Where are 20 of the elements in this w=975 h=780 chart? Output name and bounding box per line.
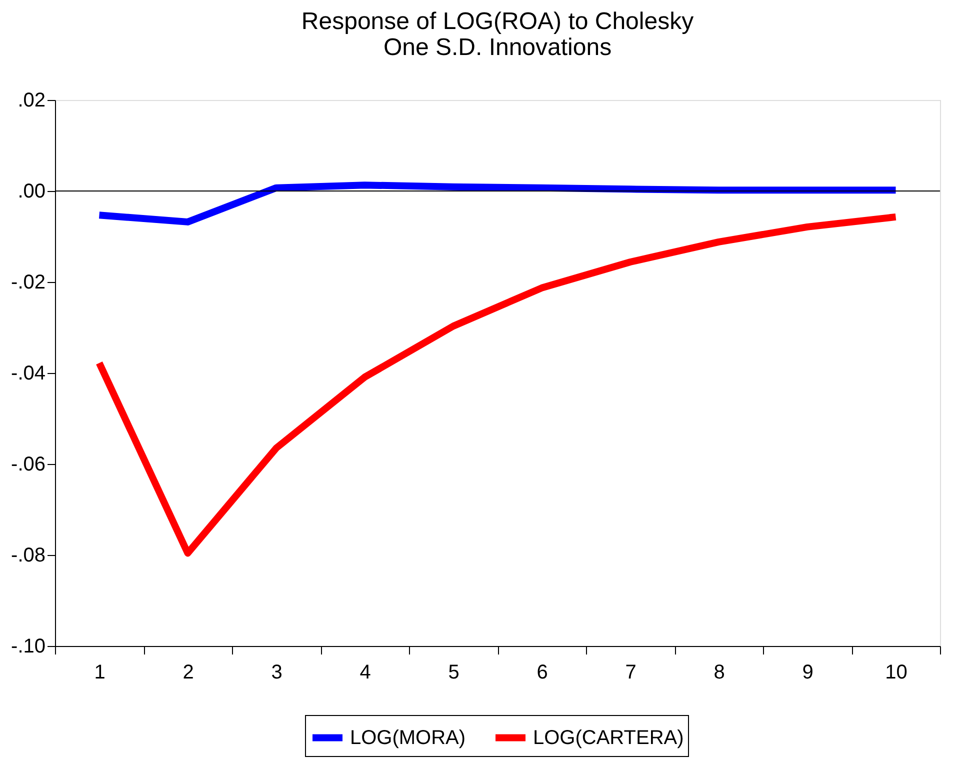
y-tick-label: -.04 xyxy=(11,362,46,384)
x-tick-label: 6 xyxy=(536,662,548,684)
legend-label: LOG(MORA) xyxy=(350,726,466,749)
x-tick-label: 8 xyxy=(714,662,725,684)
x-tick-label: 3 xyxy=(271,662,282,684)
x-tick-label: 1 xyxy=(94,662,106,684)
y-tick-label: -.10 xyxy=(11,636,46,658)
y-tick-label: -.06 xyxy=(11,454,46,476)
x-tick-label: 2 xyxy=(182,662,194,684)
chart-title: Response of LOG(ROA) to Cholesky One S.D. Innovations xyxy=(301,8,694,61)
y-tick-label: .02 xyxy=(18,90,46,112)
x-tick-label: 10 xyxy=(885,662,908,684)
x-tick-label: 7 xyxy=(625,662,636,684)
x-tick-label: 9 xyxy=(802,662,814,684)
y-tick-label: -.08 xyxy=(11,544,46,566)
y-tick-label: -.02 xyxy=(11,272,46,294)
y-tick-label: .00 xyxy=(18,180,46,202)
x-tick-label: 5 xyxy=(448,662,460,684)
x-tick-label: 4 xyxy=(360,662,371,684)
legend-label: LOG(CARTERA) xyxy=(533,726,684,749)
